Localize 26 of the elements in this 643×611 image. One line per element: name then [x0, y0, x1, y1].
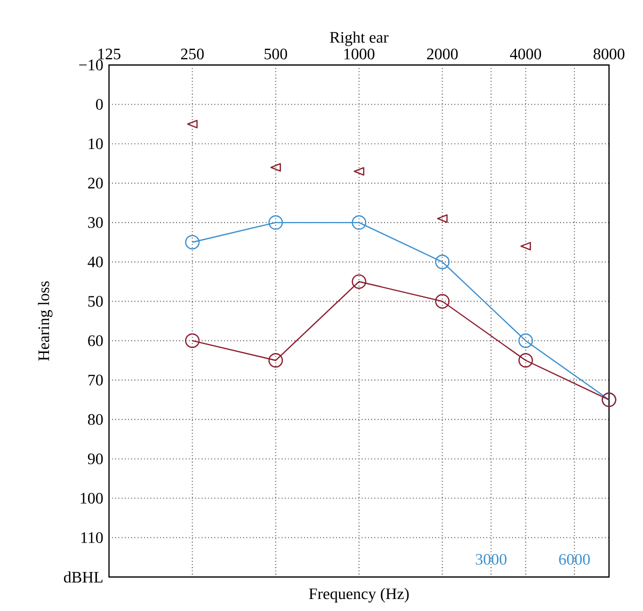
y-axis-title: Hearing loss: [38, 281, 52, 361]
annotation: 3000: [476, 554, 506, 565]
x-tick-label: 250: [181, 48, 204, 60]
y-tick-label: 30: [88, 217, 103, 228]
x-tick-label: 1000: [344, 48, 374, 60]
y-tick-label: 110: [81, 532, 103, 544]
annotation: 6000: [559, 554, 590, 565]
y-tick-label: 10: [88, 138, 103, 150]
y-tick-label: dBHL: [64, 571, 102, 583]
y-tick-label: 90: [88, 453, 103, 464]
x-tick-label: 4000: [510, 48, 542, 60]
x-axis-title: Frequency (Hz): [309, 588, 409, 602]
y-tick-label: 80: [88, 414, 103, 425]
x-tick-label: 500: [264, 48, 288, 60]
x-tick-label: 125: [98, 48, 120, 60]
y-tick-label: 0: [96, 98, 103, 110]
y-tick-label: 60: [88, 335, 103, 346]
x-tick-label: 8000: [594, 48, 624, 60]
x-tick-label: 2000: [427, 48, 458, 60]
y-tick-label: 50: [88, 296, 103, 307]
chart-title: Right ear: [330, 32, 388, 46]
y-tick-label: −10: [79, 60, 103, 70]
y-tick-label: 40: [88, 256, 103, 268]
y-tick-label: 70: [88, 374, 103, 386]
y-tick-label: 20: [88, 178, 103, 189]
y-tick-label: 100: [80, 492, 103, 504]
